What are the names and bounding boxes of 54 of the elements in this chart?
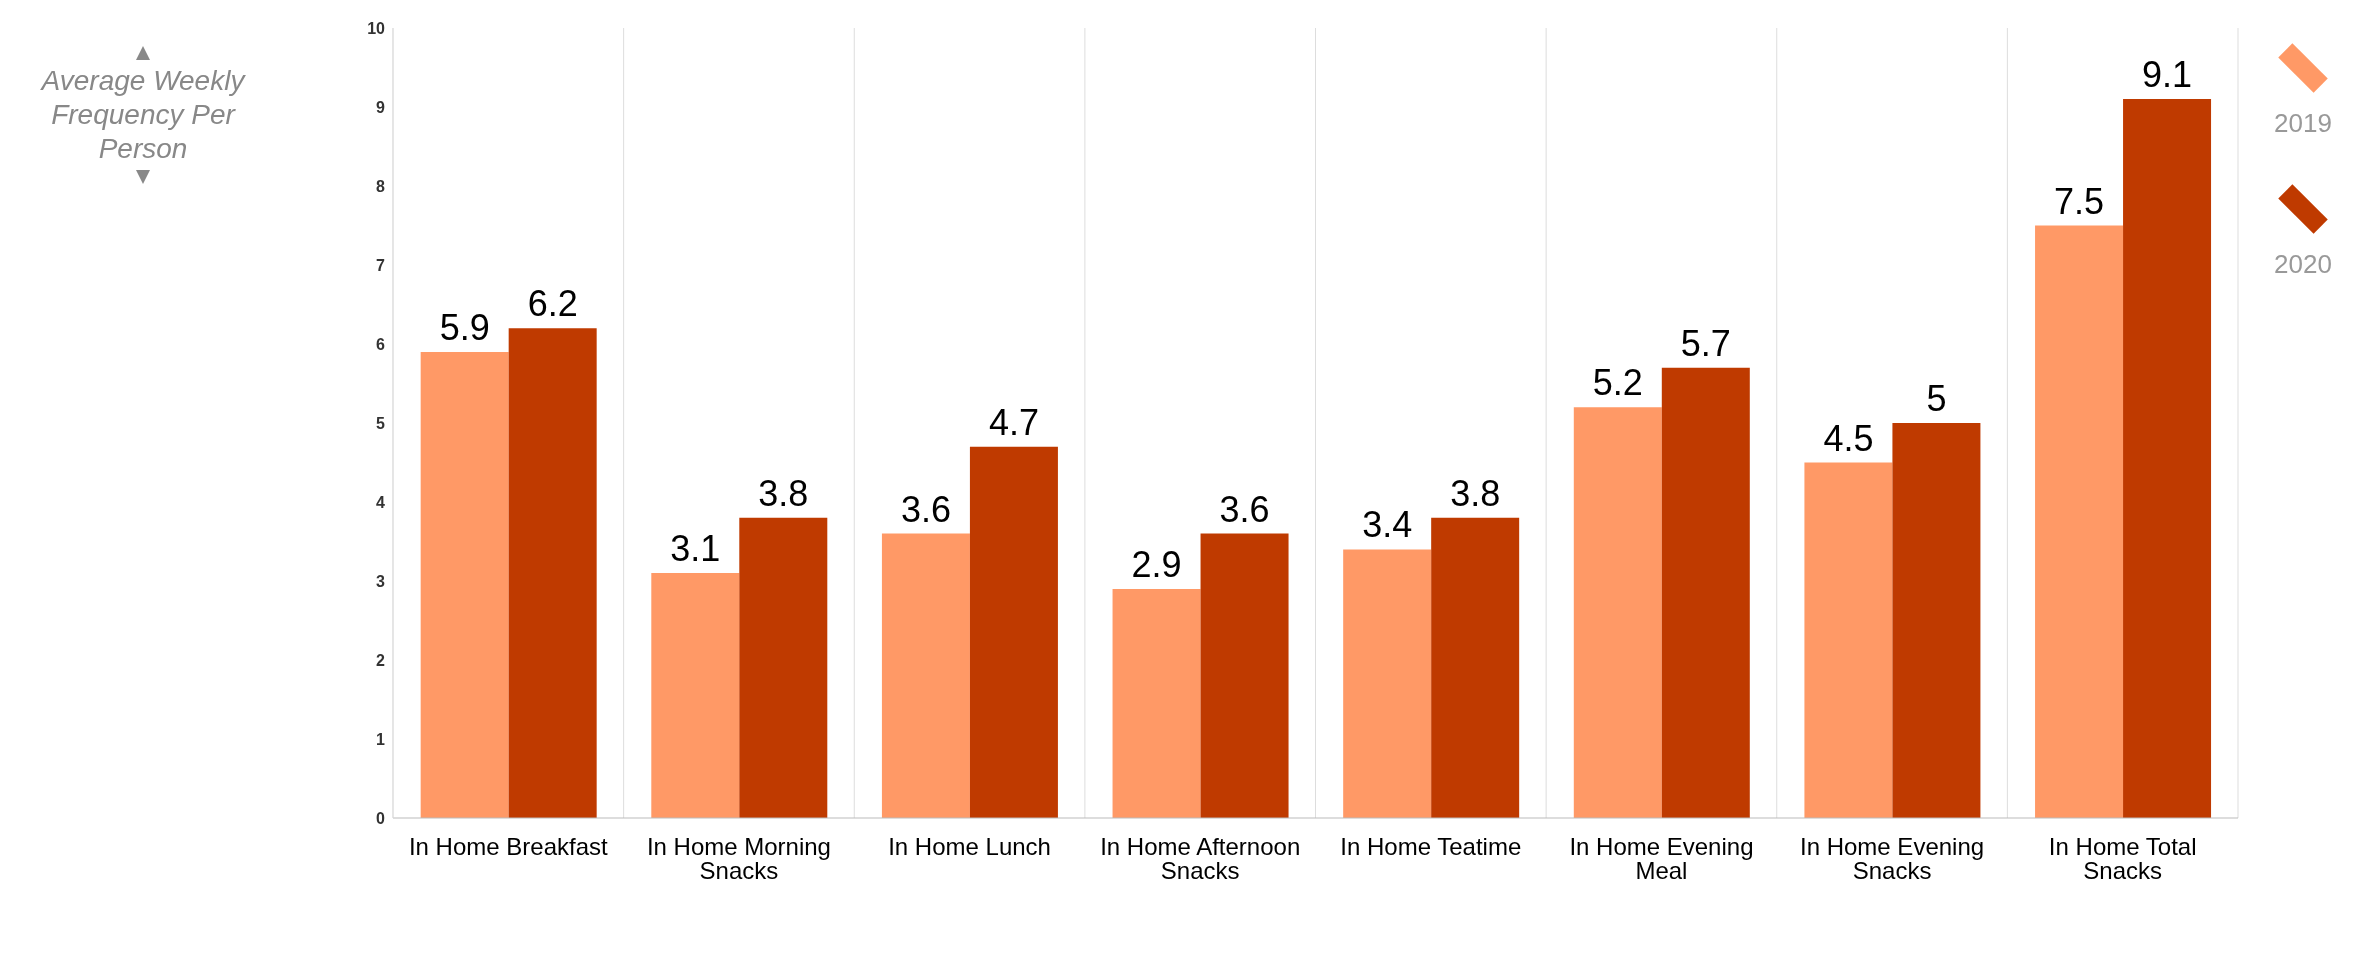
y-tick-label: 1 (376, 730, 386, 748)
y-tick-label: 4 (376, 493, 386, 511)
bar (1573, 407, 1662, 818)
bar (1200, 533, 1289, 818)
legend-label: 2019 (2274, 108, 2332, 139)
bar (1431, 517, 1520, 818)
y-tick-label: 6 (376, 335, 386, 353)
data-label: 7.5 (2054, 180, 2105, 222)
y-tick-label: 8 (376, 177, 386, 195)
x-tick-label: In Home Breakfast (408, 833, 609, 861)
bar (1661, 367, 1750, 818)
data-label: 3.4 (1362, 504, 1413, 546)
y-tick-label: 10 (367, 19, 386, 37)
bar (739, 517, 828, 818)
x-tick-label: In Home Afternoon Snacks (1100, 833, 1301, 885)
data-label: 3.6 (1219, 488, 1270, 530)
data-label: 5.2 (1592, 362, 1643, 404)
data-label: 4.5 (1823, 417, 1874, 459)
data-label: 3.1 (670, 528, 721, 570)
bar (1343, 549, 1432, 818)
bar (420, 351, 509, 818)
data-label: 3.8 (758, 472, 809, 514)
x-tick-label: In Home Teatime (1340, 833, 1522, 861)
data-label: 2.9 (1131, 543, 1182, 585)
bar (1804, 462, 1893, 818)
y-tick-label: 7 (376, 256, 386, 274)
x-tick-label: In Home Lunch (888, 833, 1051, 861)
x-tick-label: In Home Evening Meal (1569, 833, 1754, 885)
bar (651, 573, 740, 818)
data-label: 3.8 (1450, 472, 1501, 514)
bar (2035, 225, 2124, 818)
y-axis-title: Average Weekly Frequency Per Person (39, 64, 247, 166)
bar (1892, 423, 1981, 818)
data-label: 5 (1926, 378, 1947, 419)
y-tick-label: 2 (376, 651, 386, 669)
x-tick-label: In Home Total Snacks (2048, 833, 2197, 885)
x-tick-label: In Home Evening Snacks (1800, 833, 1985, 885)
bar (881, 533, 970, 818)
x-tick-label: In Home Morning Snacks (646, 833, 831, 885)
data-label: 4.7 (988, 401, 1039, 443)
legend-label: 2020 (2274, 249, 2332, 280)
bar (2123, 99, 2212, 818)
y-tick-label: 5 (376, 414, 386, 432)
bar (969, 446, 1058, 818)
data-label: 3.6 (900, 488, 951, 530)
y-tick-label: 9 (376, 98, 386, 116)
data-label: 9.1 (2142, 54, 2193, 96)
data-label: 6.2 (527, 283, 578, 325)
y-tick-label: 3 (376, 572, 386, 590)
bar (508, 328, 597, 818)
data-label: 5.7 (1680, 322, 1731, 364)
data-label: 5.9 (439, 306, 490, 348)
y-tick-label: 0 (376, 809, 386, 827)
bar (1112, 588, 1201, 818)
